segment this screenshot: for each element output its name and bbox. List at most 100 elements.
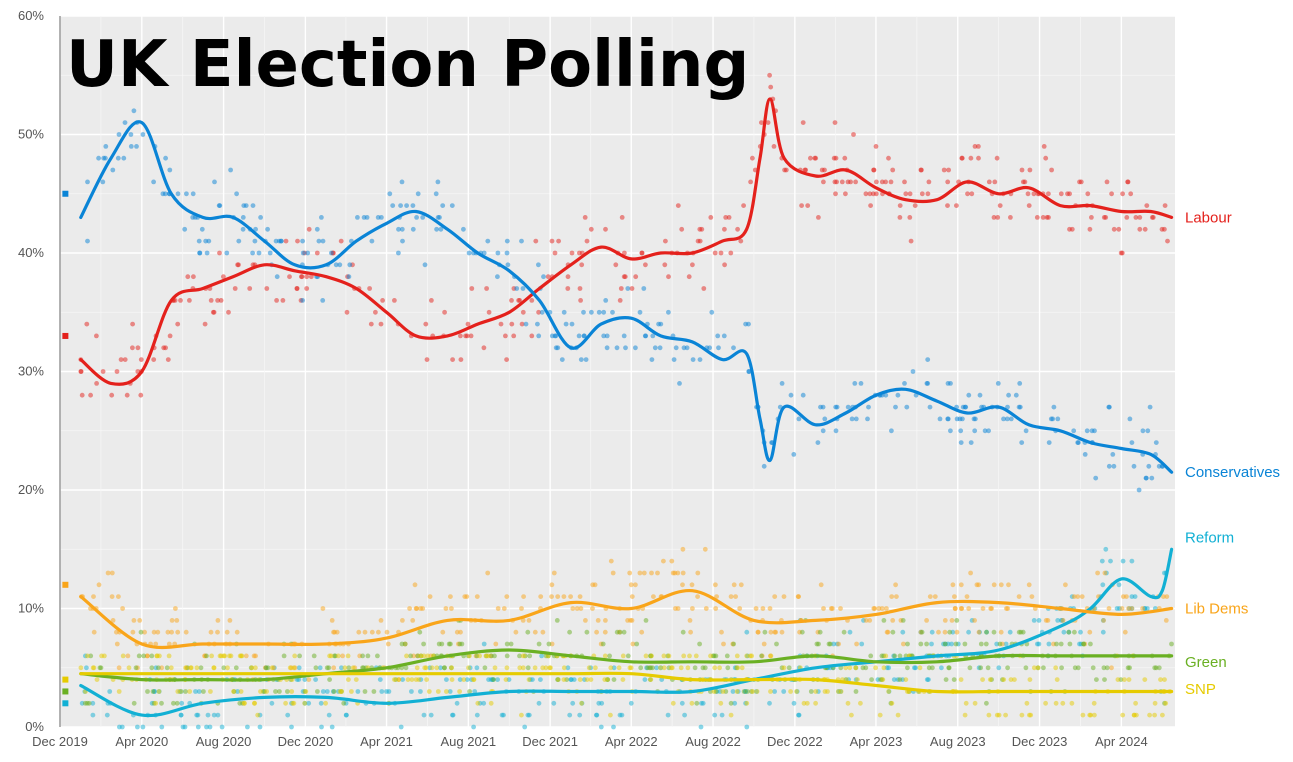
y-tick-label: 0% bbox=[25, 719, 44, 734]
poll-dot bbox=[280, 298, 286, 303]
poll-dot bbox=[912, 665, 917, 671]
poll-dot bbox=[1028, 712, 1034, 718]
poll-dot bbox=[1036, 618, 1042, 623]
poll-dot bbox=[420, 215, 426, 220]
poll-dot bbox=[621, 333, 627, 339]
poll-dot bbox=[986, 428, 991, 434]
poll-dot bbox=[628, 665, 634, 671]
poll-dot bbox=[142, 629, 148, 635]
poll-dot bbox=[924, 618, 929, 623]
poll-dot bbox=[466, 665, 471, 671]
poll-dot bbox=[296, 677, 302, 682]
poll-dot bbox=[802, 167, 808, 173]
poll-dot bbox=[712, 250, 718, 256]
poll-dot bbox=[369, 238, 375, 244]
poll-dot bbox=[771, 144, 777, 149]
poll-dot bbox=[427, 594, 433, 599]
poll-dot bbox=[854, 641, 859, 647]
poll-dot bbox=[499, 712, 505, 718]
poll-dot bbox=[1163, 700, 1169, 706]
poll-dot bbox=[340, 653, 345, 659]
poll-dot bbox=[175, 629, 181, 635]
poll-dot bbox=[836, 689, 841, 694]
poll-dot bbox=[1126, 606, 1131, 611]
poll-dot bbox=[224, 250, 230, 256]
poll-dot bbox=[345, 653, 351, 659]
poll-dot bbox=[215, 298, 221, 303]
poll-dot bbox=[504, 357, 509, 362]
poll-dot bbox=[833, 428, 839, 434]
poll-dot bbox=[211, 309, 217, 315]
poll-dot bbox=[303, 689, 309, 694]
poll-dot bbox=[320, 689, 326, 694]
poll-dot bbox=[384, 689, 389, 694]
poll-dot bbox=[791, 700, 797, 706]
poll-dot bbox=[613, 262, 619, 268]
poll-dot bbox=[204, 653, 209, 659]
poll-dot bbox=[1053, 665, 1059, 671]
poll-dot bbox=[569, 250, 575, 256]
poll-dot bbox=[728, 712, 734, 718]
poll-dot bbox=[741, 203, 746, 209]
poll-dot bbox=[805, 203, 811, 209]
poll-dot bbox=[85, 179, 90, 185]
poll-dot bbox=[291, 665, 297, 671]
poll-dot bbox=[826, 641, 832, 647]
election-markers bbox=[62, 190, 69, 707]
poll-dot bbox=[967, 665, 973, 671]
election-marker bbox=[62, 581, 69, 588]
poll-dot bbox=[576, 333, 582, 339]
poll-dot bbox=[409, 677, 415, 682]
poll-dot bbox=[175, 191, 181, 197]
poll-dot bbox=[546, 641, 552, 647]
poll-dot bbox=[808, 689, 814, 694]
poll-dot bbox=[852, 381, 858, 386]
poll-dot bbox=[516, 298, 521, 303]
poll-dot bbox=[1063, 582, 1068, 588]
poll-dot bbox=[863, 618, 869, 623]
poll-dot bbox=[866, 404, 871, 410]
poll-dot bbox=[738, 238, 744, 244]
poll-dot bbox=[685, 665, 691, 671]
poll-dot bbox=[116, 689, 122, 694]
poll-dot bbox=[150, 689, 156, 694]
poll-dot bbox=[1043, 700, 1048, 706]
poll-dot bbox=[274, 298, 279, 303]
poll-dot bbox=[602, 677, 608, 682]
poll-dot bbox=[833, 191, 838, 197]
poll-dot bbox=[939, 665, 944, 671]
poll-dot bbox=[504, 653, 510, 659]
poll-dot bbox=[694, 700, 700, 706]
poll-dot bbox=[553, 333, 559, 339]
poll-dot bbox=[1114, 606, 1120, 611]
poll-dot bbox=[1128, 191, 1134, 197]
poll-dot bbox=[265, 665, 271, 671]
poll-dot bbox=[772, 594, 778, 599]
poll-dot bbox=[198, 665, 204, 671]
poll-dot bbox=[258, 215, 263, 220]
poll-dot bbox=[1120, 712, 1126, 718]
poll-dot bbox=[1026, 582, 1032, 588]
poll-dot bbox=[1084, 428, 1090, 434]
poll-dot bbox=[151, 179, 157, 185]
poll-dot bbox=[989, 606, 994, 611]
poll-dot bbox=[536, 262, 541, 268]
poll-dot bbox=[868, 653, 874, 659]
poll-dot bbox=[1041, 144, 1047, 149]
poll-dot bbox=[529, 333, 535, 339]
poll-dot bbox=[556, 238, 561, 244]
poll-dot bbox=[306, 226, 312, 232]
poll-dot bbox=[96, 155, 101, 161]
poll-dot bbox=[482, 665, 488, 671]
poll-dot bbox=[1152, 700, 1158, 706]
x-tick-label: Aug 2020 bbox=[196, 734, 252, 749]
poll-dot bbox=[331, 665, 337, 671]
poll-dot bbox=[717, 665, 722, 671]
poll-dot bbox=[444, 689, 449, 694]
poll-dot bbox=[196, 238, 202, 244]
poll-dot bbox=[720, 689, 726, 694]
poll-dot bbox=[577, 594, 583, 599]
poll-dot bbox=[779, 381, 785, 386]
poll-dot bbox=[968, 155, 974, 161]
poll-dot bbox=[905, 665, 910, 671]
